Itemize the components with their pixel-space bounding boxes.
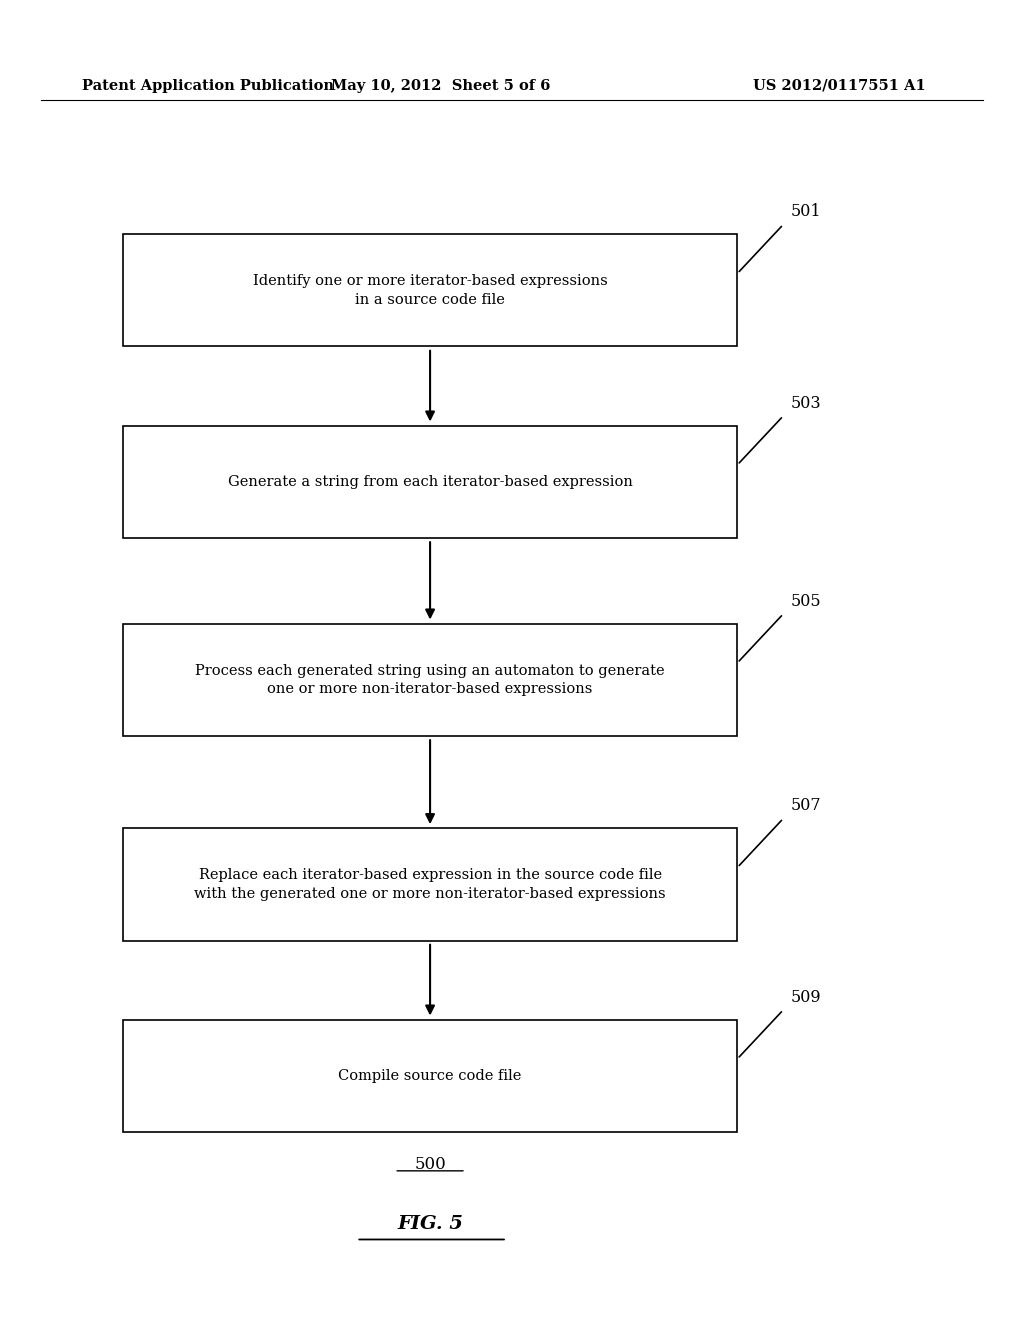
FancyBboxPatch shape [123, 1020, 737, 1133]
Text: 509: 509 [791, 989, 821, 1006]
Text: US 2012/0117551 A1: US 2012/0117551 A1 [754, 79, 926, 92]
Text: 501: 501 [791, 203, 821, 220]
FancyBboxPatch shape [123, 235, 737, 346]
FancyBboxPatch shape [123, 624, 737, 737]
Text: 500: 500 [414, 1156, 446, 1172]
Text: May 10, 2012  Sheet 5 of 6: May 10, 2012 Sheet 5 of 6 [331, 79, 550, 92]
Text: 505: 505 [791, 593, 821, 610]
Text: Patent Application Publication: Patent Application Publication [82, 79, 334, 92]
FancyBboxPatch shape [123, 829, 737, 940]
Text: 507: 507 [791, 797, 821, 814]
Text: Process each generated string using an automaton to generate
one or more non-ite: Process each generated string using an a… [196, 664, 665, 696]
Text: FIG. 5: FIG. 5 [397, 1214, 463, 1233]
Text: 503: 503 [791, 395, 821, 412]
Text: Compile source code file: Compile source code file [338, 1069, 522, 1082]
Text: Generate a string from each iterator-based expression: Generate a string from each iterator-bas… [227, 475, 633, 488]
Text: Replace each iterator-based expression in the source code file
with the generate: Replace each iterator-based expression i… [195, 869, 666, 900]
FancyBboxPatch shape [123, 425, 737, 539]
Text: Identify one or more iterator-based expressions
in a source code file: Identify one or more iterator-based expr… [253, 275, 607, 306]
